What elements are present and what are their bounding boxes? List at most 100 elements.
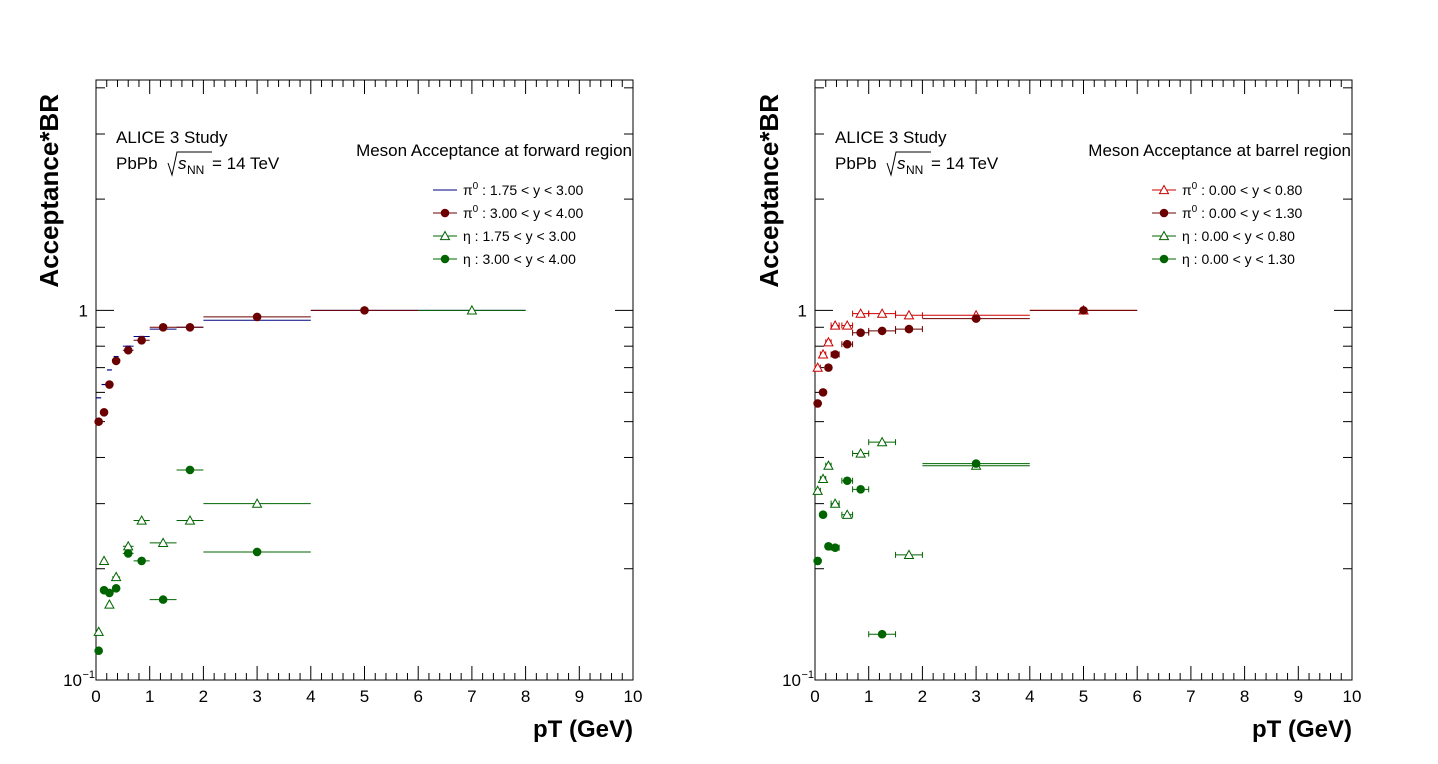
data-point: [904, 324, 914, 334]
x-tick-label: 7: [467, 687, 476, 706]
legend-label: π0 : 0.00 < y < 0.80: [1182, 181, 1303, 198]
energy-nn: NN: [906, 163, 923, 177]
data-point: [841, 509, 853, 519]
data-point: [93, 626, 105, 636]
plot-frame: [814, 79, 1353, 681]
data-point: [184, 515, 196, 525]
data-point: [98, 555, 110, 565]
data-point: [185, 322, 195, 332]
data-point: [829, 498, 841, 508]
x-tick-label: 3: [971, 687, 980, 706]
legend-marker: [439, 230, 451, 241]
data-point: [855, 308, 866, 318]
data-point: [856, 328, 865, 338]
x-tick-label: 6: [1132, 687, 1141, 706]
data-point: [110, 571, 122, 582]
x-tick-label: 4: [1025, 687, 1034, 706]
system-label: PbPb: [116, 154, 158, 173]
legend-label: π0 : 0.00 < y < 1.30: [1182, 204, 1303, 221]
data-point: [158, 322, 168, 332]
data-point: [841, 319, 853, 330]
legend-marker: [1158, 230, 1170, 241]
data-point: [157, 537, 169, 547]
data-point: [830, 543, 840, 552]
x-tick-label: 7: [1186, 687, 1195, 706]
x-tick-label: 10: [1343, 687, 1362, 706]
data-point: [877, 326, 887, 336]
x-tick-label: 3: [252, 687, 261, 706]
data-point: [812, 485, 824, 495]
x-tick-label: 5: [360, 687, 369, 706]
data-point: [823, 336, 834, 347]
data-point: [105, 588, 114, 598]
y-tick-label-0.1-exp: −1: [82, 669, 95, 681]
series-2: [813, 306, 1138, 408]
y-tick-label-0.1: 10: [782, 671, 801, 690]
study-label: ALICE 3 Study: [835, 128, 947, 147]
data-point: [855, 447, 866, 458]
data-point: [105, 380, 114, 389]
region-label: Meson Acceptance at barrel region: [1088, 141, 1351, 160]
series-3: [812, 436, 1030, 559]
legend-label: π0 : 1.75 < y < 3.00: [463, 181, 584, 198]
data-point: [817, 473, 829, 483]
x-tick-label: 10: [624, 687, 643, 706]
y-tick-label-1: 1: [79, 301, 88, 320]
study-label: ALICE 3 Study: [116, 128, 228, 147]
sqrt-icon: [167, 151, 212, 177]
x-tick-label: 9: [1294, 687, 1303, 706]
data-point: [829, 319, 841, 330]
y-tick-label-1: 1: [798, 301, 807, 320]
data-point: [136, 515, 147, 525]
series-1: [96, 309, 526, 399]
data-point: [856, 485, 865, 494]
data-point: [185, 465, 195, 475]
data-point: [812, 362, 824, 372]
data-point: [877, 629, 887, 639]
y-tick-label-0.1-exp: −1: [801, 669, 814, 681]
data-point: [111, 356, 121, 366]
x-tick-label: 6: [413, 687, 422, 706]
x-axis-title: pT (GeV): [533, 716, 633, 743]
data-point: [818, 388, 828, 397]
data-point: [876, 308, 888, 318]
data-point: [137, 556, 146, 566]
data-point: [842, 339, 852, 349]
x-tick-label: 0: [810, 687, 819, 706]
data-point: [111, 584, 121, 593]
x-tick-label: 9: [575, 687, 584, 706]
legend: π0 : 0.00 < y < 0.80 π0 : 0.00 < y < 1.30…: [1152, 181, 1303, 267]
series-4: [813, 459, 1030, 639]
series-4: [94, 465, 311, 656]
energy-s: s: [897, 154, 906, 173]
x-axis-title: pT (GeV): [1252, 716, 1352, 743]
data-point: [94, 417, 103, 426]
data-point: [158, 595, 168, 604]
data-point: [971, 459, 981, 468]
series-2: [94, 306, 419, 426]
legend-marker: [440, 208, 450, 218]
legend-label: π0 : 3.00 < y < 4.00: [463, 204, 584, 221]
data-point: [971, 314, 981, 323]
legend-label: η : 1.75 < y < 3.00: [463, 228, 576, 244]
x-tick-label: 1: [145, 687, 154, 706]
x-tick-label: 4: [306, 687, 315, 706]
x-tick-label: 8: [521, 687, 530, 706]
series-3: [93, 304, 526, 636]
data-point: [813, 556, 822, 566]
legend-marker: [1158, 184, 1170, 195]
y-tick-label-0.1: 10: [63, 671, 82, 690]
x-tick-label: 2: [918, 687, 927, 706]
energy-nn: NN: [187, 163, 204, 177]
sqrt-icon: [886, 151, 931, 177]
x-tick-label: 1: [864, 687, 873, 706]
data-point: [137, 335, 146, 345]
data-point: [104, 599, 115, 609]
data-point: [123, 549, 133, 558]
data-point: [876, 436, 888, 447]
data-point: [824, 363, 833, 372]
data-point: [1079, 306, 1088, 315]
